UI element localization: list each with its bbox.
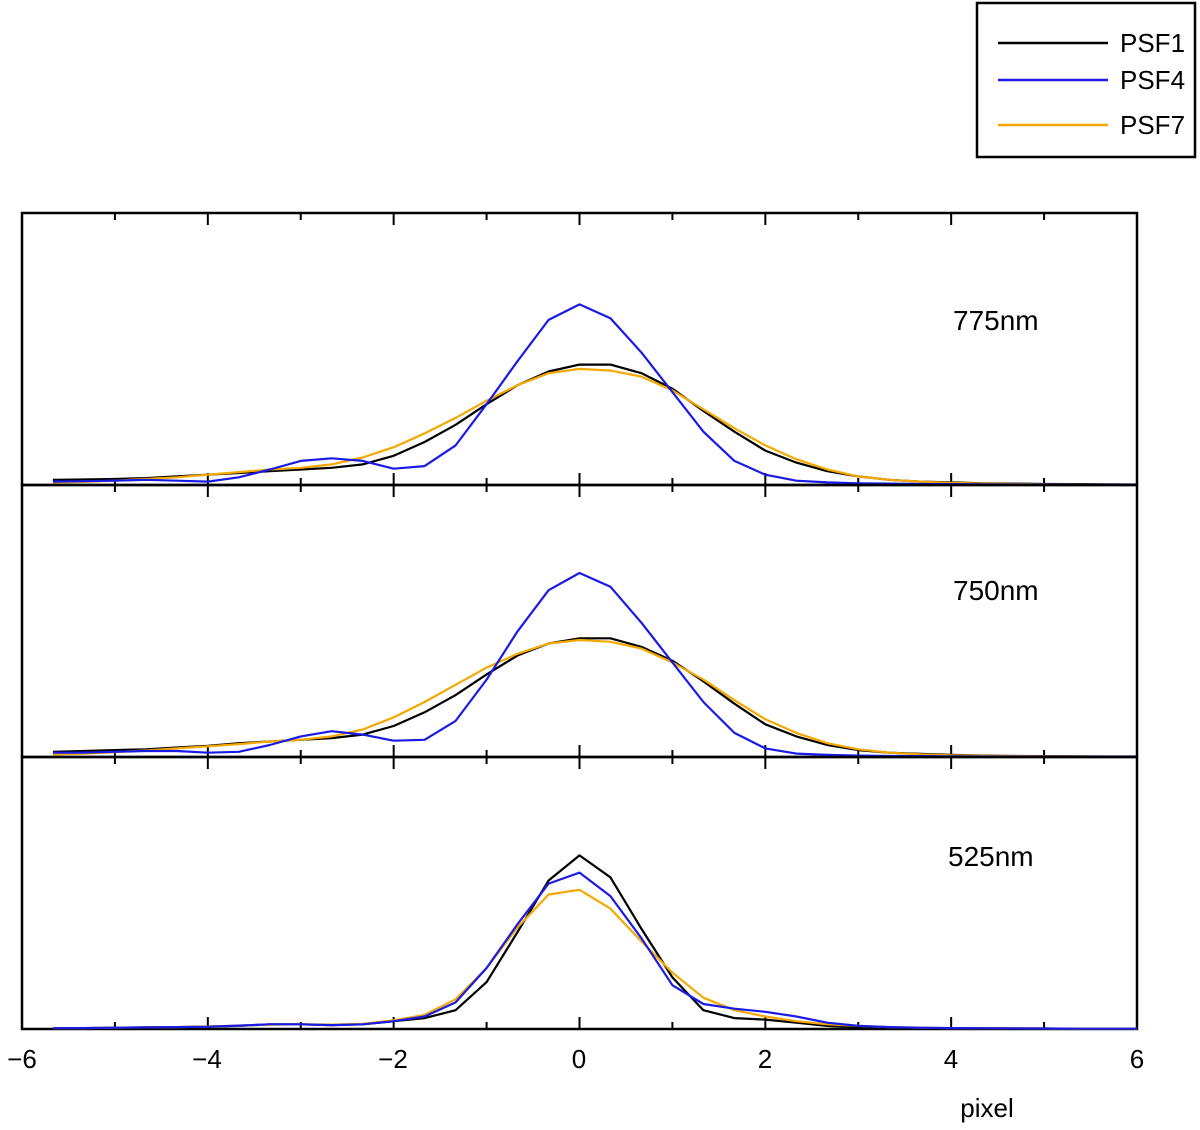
legend-label-psf1: PSF1 (1120, 28, 1185, 58)
series-line-psf1-775nm (52, 363, 1138, 486)
panel-label-750nm: 750nm (953, 575, 1039, 606)
x-tick-label: −2 (378, 1044, 408, 1074)
x-tick-label: 0 (572, 1044, 586, 1074)
legend-label-psf4: PSF4 (1120, 65, 1185, 95)
series-line-psf7-525nm (52, 888, 1137, 1030)
panel-label-775nm: 775nm (953, 305, 1039, 336)
legend-label-psf7: PSF7 (1120, 110, 1185, 140)
series-line-psf1-750nm (52, 637, 1137, 758)
series-line-psf1-525nm (52, 854, 1137, 1030)
x-axis-label: pixel (960, 1093, 1013, 1123)
x-tick-label: −6 (7, 1044, 37, 1074)
legend: PSF1 PSF4 PSF7 (975, 1, 1197, 159)
x-tick-label: 6 (1130, 1044, 1144, 1074)
series-line-psf7-750nm (52, 638, 1137, 758)
series-line-psf4-525nm (52, 871, 1137, 1030)
panel-525nm (20, 755, 1139, 1031)
panel-775nm (20, 211, 1139, 487)
x-tick-label: 2 (758, 1044, 772, 1074)
x-tick-labels: −6 −4 −2 0 2 4 6 (7, 1044, 1144, 1074)
panel-frame (20, 483, 1139, 759)
x-tick-label: −4 (192, 1044, 222, 1074)
panel-750nm (20, 483, 1139, 759)
plot-panels (20, 211, 1139, 1031)
panel-label-525nm: 525nm (948, 841, 1034, 872)
panel-frame (20, 755, 1139, 1031)
panel-frame (20, 211, 1139, 487)
x-tick-label: 4 (944, 1044, 958, 1074)
series-line-psf7-775nm (52, 367, 1137, 486)
